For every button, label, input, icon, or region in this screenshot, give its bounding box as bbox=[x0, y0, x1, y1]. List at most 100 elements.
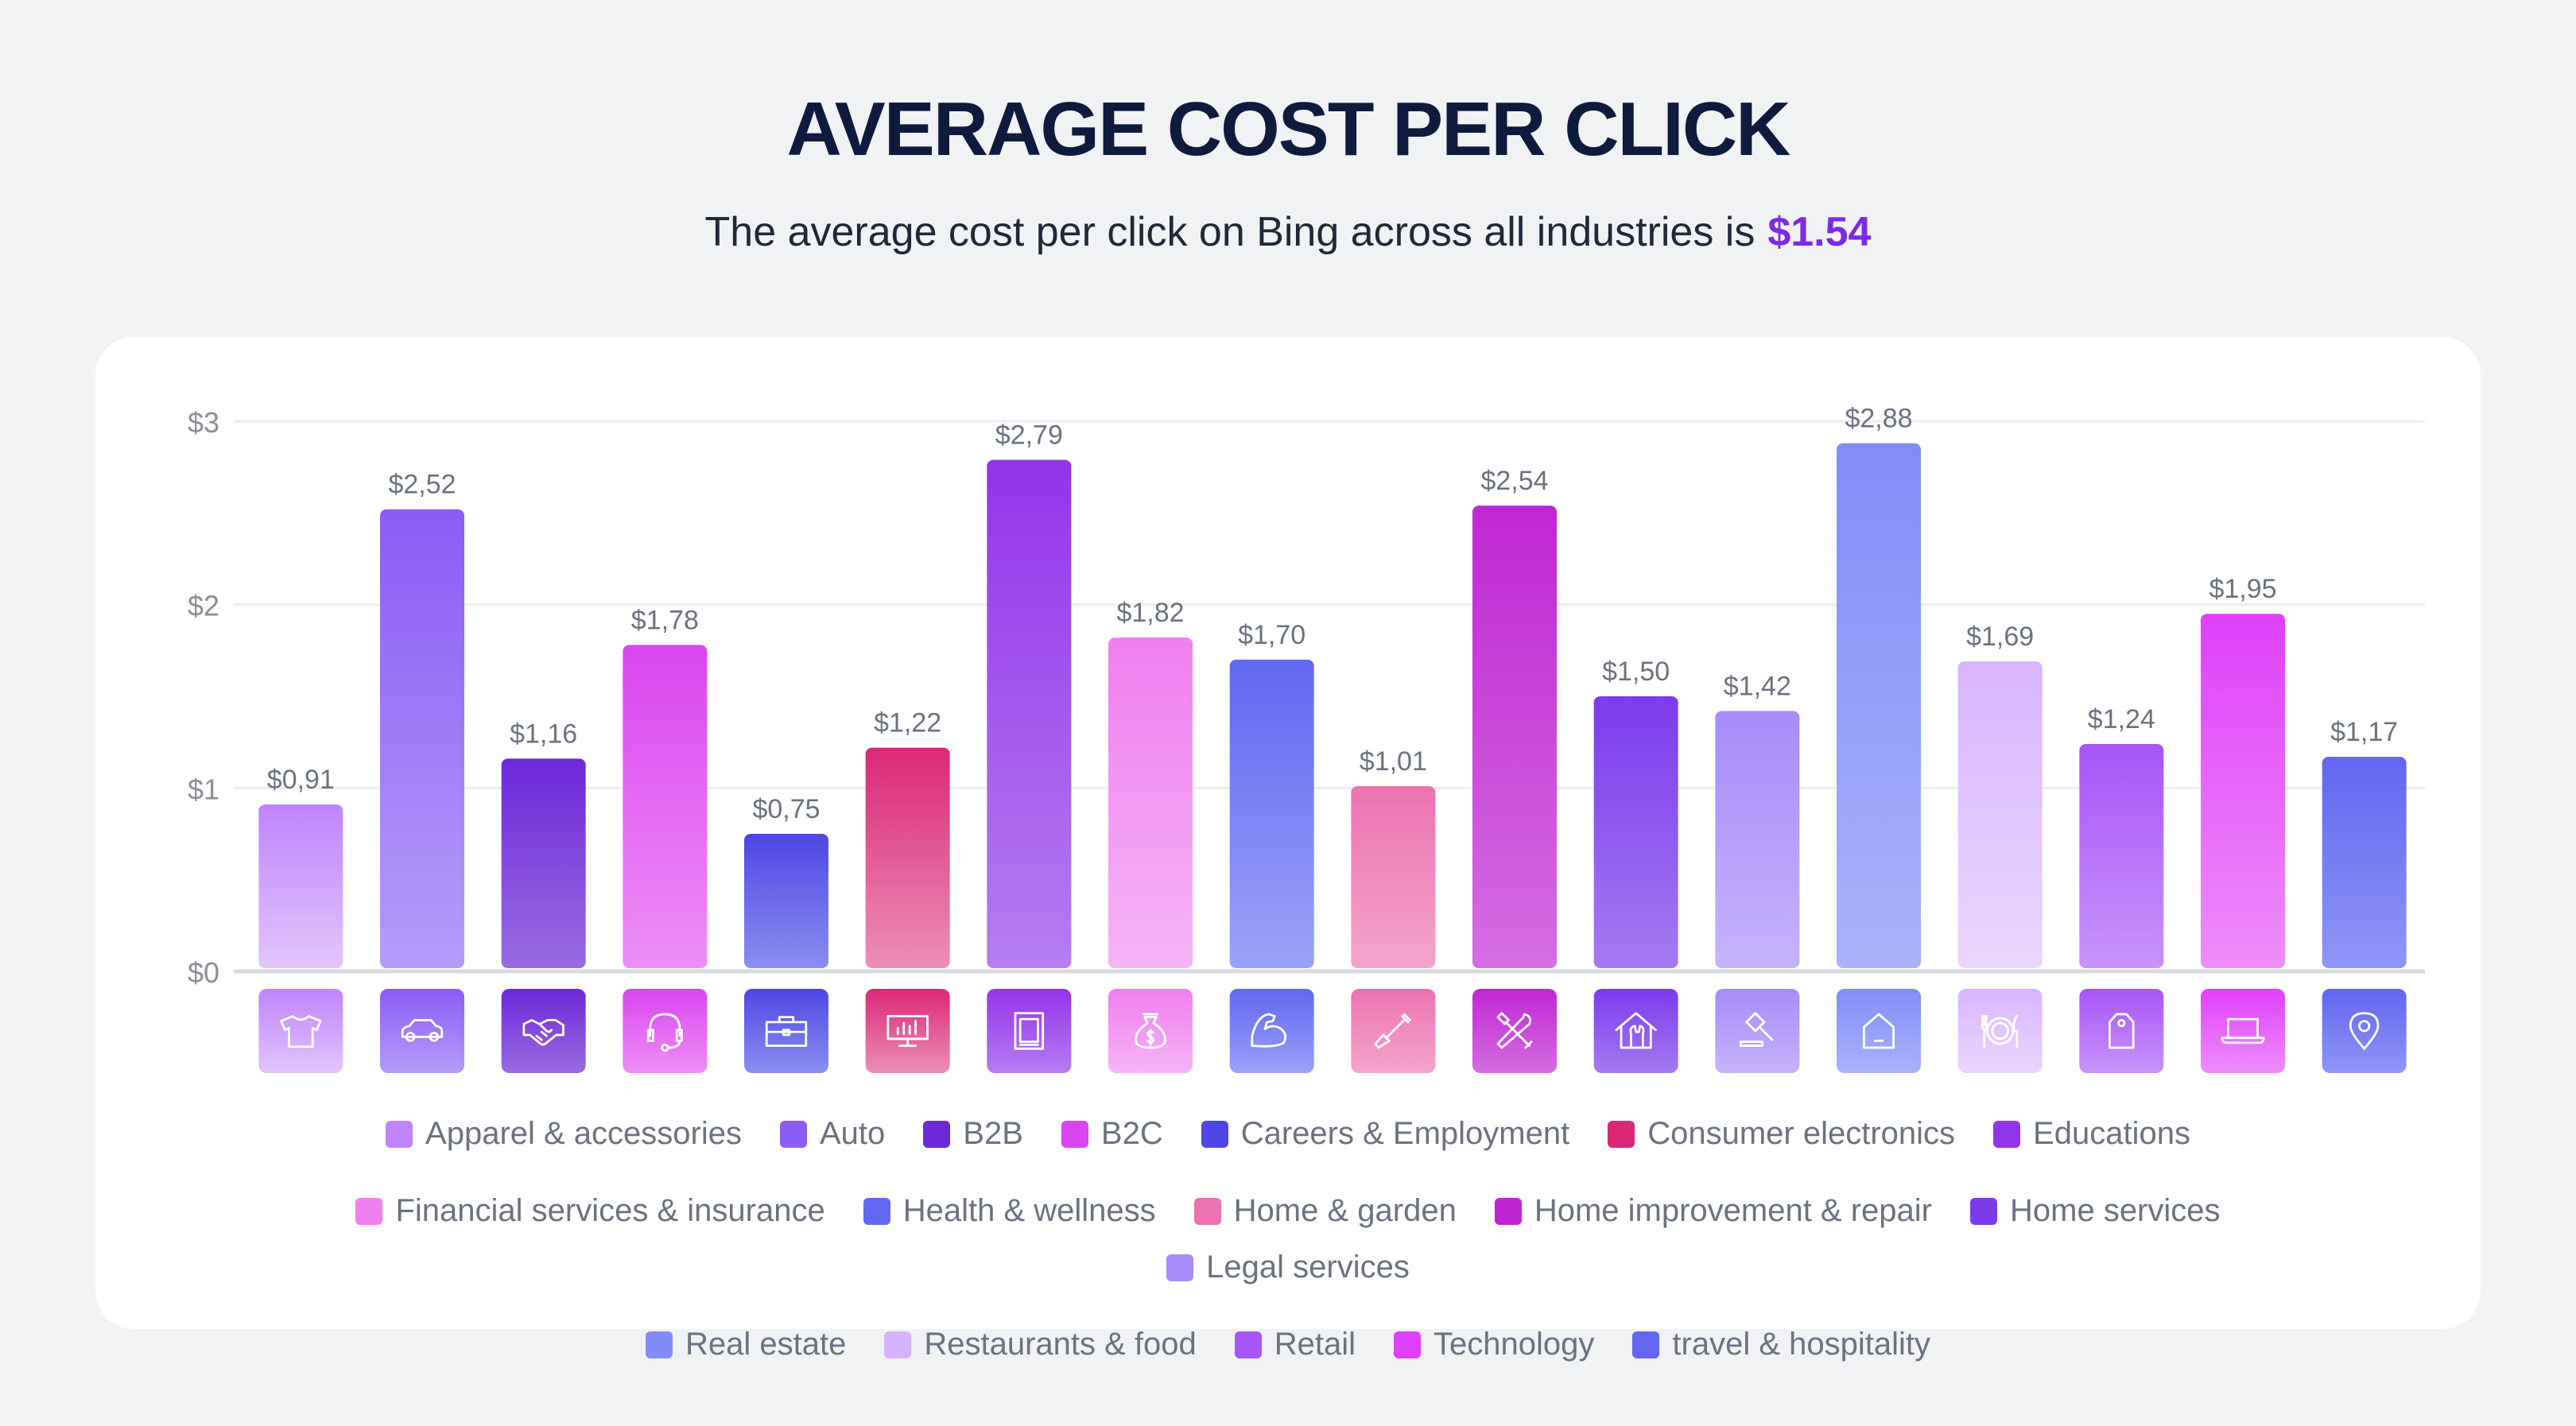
legend-swatch bbox=[1201, 1120, 1228, 1148]
bar[interactable] bbox=[2322, 757, 2407, 968]
legend-swatch bbox=[1970, 1197, 1997, 1225]
bar[interactable] bbox=[1837, 443, 1921, 968]
legend-item[interactable]: B2B bbox=[923, 1116, 1023, 1152]
legend-swatch bbox=[1608, 1120, 1635, 1148]
bar[interactable] bbox=[1957, 661, 2043, 968]
bar[interactable] bbox=[865, 747, 950, 968]
category-icon-tile bbox=[501, 989, 586, 1073]
legend-item[interactable]: Technology bbox=[1394, 1327, 1594, 1362]
legend-label: Home services bbox=[2010, 1193, 2221, 1228]
category-icon-tile bbox=[380, 989, 464, 1073]
y-tick-label: $0 bbox=[188, 956, 219, 989]
bar[interactable] bbox=[1108, 637, 1193, 968]
category-icon-tile bbox=[2201, 989, 2285, 1073]
data-label: $2,79 bbox=[995, 420, 1063, 450]
tshirt-icon bbox=[280, 1015, 322, 1048]
legend-item[interactable]: Home services bbox=[1970, 1193, 2221, 1229]
legend-label: B2B bbox=[963, 1116, 1023, 1151]
laptop-icon bbox=[2221, 1017, 2265, 1044]
category-icon-tile bbox=[258, 989, 343, 1073]
data-label: $1,50 bbox=[1602, 657, 1670, 687]
legend-item[interactable]: Auto bbox=[780, 1116, 885, 1152]
bar[interactable] bbox=[1715, 711, 1800, 968]
chart-title: AVERAGE COST PER CLICK bbox=[786, 87, 1791, 172]
category-icon-tile bbox=[1715, 989, 1800, 1073]
y-tick-label: $3 bbox=[188, 406, 219, 439]
legend-label: Educations bbox=[2033, 1116, 2190, 1151]
data-label: $1,70 bbox=[1238, 620, 1305, 650]
data-label: $1,01 bbox=[1360, 746, 1427, 777]
legend-label: Home improvement & repair bbox=[1534, 1193, 1932, 1228]
legend-label: Apparel & accessories bbox=[425, 1116, 742, 1151]
legend-item[interactable]: Home improvement & repair bbox=[1494, 1193, 1932, 1229]
legend-item[interactable]: Restaurants & food bbox=[884, 1327, 1197, 1362]
bar[interactable] bbox=[380, 509, 464, 968]
bar[interactable] bbox=[2201, 614, 2285, 968]
data-label: $1,95 bbox=[2209, 574, 2276, 604]
bar[interactable] bbox=[987, 459, 1072, 968]
headset-icon bbox=[646, 1013, 683, 1052]
legend-item[interactable]: Retail bbox=[1234, 1327, 1356, 1362]
category-icon-tile bbox=[1229, 989, 1314, 1073]
legend-swatch bbox=[1394, 1331, 1422, 1358]
data-label: $2,52 bbox=[388, 470, 456, 500]
gavel-icon bbox=[1739, 1012, 1774, 1047]
category-icon-tile bbox=[987, 989, 1072, 1073]
legend-item[interactable]: Health & wellness bbox=[863, 1193, 1156, 1229]
legend-swatch bbox=[386, 1120, 413, 1148]
category-icon-tile bbox=[623, 989, 708, 1073]
bar[interactable] bbox=[1351, 786, 1436, 968]
data-label: $1,82 bbox=[1116, 598, 1184, 628]
legend-swatch bbox=[1061, 1120, 1088, 1148]
bar[interactable] bbox=[501, 758, 586, 968]
bar[interactable] bbox=[2079, 743, 2164, 968]
data-label: $0,91 bbox=[267, 765, 335, 795]
legend-item[interactable]: Home & garden bbox=[1193, 1193, 1457, 1229]
legend-item[interactable]: Real estate bbox=[646, 1327, 846, 1362]
legend-item[interactable]: travel & hospitality bbox=[1632, 1327, 1930, 1362]
y-tick-label: $1 bbox=[188, 773, 219, 805]
legend-item[interactable]: Careers & Employment bbox=[1201, 1116, 1569, 1152]
category-icon-tile bbox=[2079, 989, 2164, 1073]
bar[interactable] bbox=[1472, 506, 1557, 968]
legend-label: Home & garden bbox=[1233, 1193, 1457, 1228]
legend-label: Auto bbox=[820, 1116, 886, 1151]
legend-label: Health & wellness bbox=[902, 1193, 1156, 1228]
house-icon bbox=[1863, 1013, 1895, 1049]
legend-label: Restaurants & food bbox=[924, 1327, 1197, 1362]
bar[interactable] bbox=[1593, 696, 1678, 968]
legend-label: Careers & Employment bbox=[1240, 1116, 1570, 1151]
bar-chart: $0 $1 $2 $3 $0,91 $2,52 $1,16 $1,78 $0,75 $1,22 $2… bbox=[188, 404, 2425, 1073]
legend-swatch bbox=[1193, 1197, 1221, 1225]
house-wrench-icon bbox=[1615, 1012, 1657, 1049]
legend-swatch bbox=[1234, 1331, 1262, 1358]
price-tag-icon bbox=[2109, 1013, 2135, 1049]
legend-item[interactable]: B2C bbox=[1061, 1116, 1163, 1152]
y-tick-label: $2 bbox=[188, 590, 219, 622]
legend-item[interactable]: Legal services bbox=[1166, 1250, 1410, 1285]
bar[interactable] bbox=[744, 834, 828, 968]
data-label: $1,22 bbox=[874, 708, 941, 738]
legend-item[interactable]: Educations bbox=[1993, 1116, 2190, 1152]
legend-item[interactable]: Consumer electronics bbox=[1608, 1116, 1955, 1152]
legend-item[interactable]: Financial services & insurance bbox=[355, 1193, 825, 1229]
legend-swatch bbox=[1166, 1254, 1194, 1281]
legend-swatch bbox=[646, 1331, 673, 1358]
chart-card: $0 $1 $2 $3 $0,91 $2,52 $1,16 $1,78 $0,75 $1,22 $2… bbox=[95, 337, 2481, 1362]
category-icon-tile bbox=[1957, 989, 2043, 1073]
briefcase-icon bbox=[765, 1016, 808, 1047]
data-label: $2,54 bbox=[1480, 466, 1548, 496]
average-cpc-value: $1.54 bbox=[1767, 209, 1872, 255]
legend-swatch bbox=[863, 1197, 890, 1225]
bar[interactable] bbox=[623, 645, 708, 968]
legend-label: B2C bbox=[1100, 1116, 1163, 1151]
bar[interactable] bbox=[258, 804, 343, 968]
category-icon-tile bbox=[865, 989, 950, 1073]
money-bag-icon bbox=[1135, 1013, 1166, 1049]
bar[interactable] bbox=[1229, 659, 1314, 968]
legend-item[interactable]: Apparel & accessories bbox=[386, 1116, 742, 1152]
subtitle-text: The average cost per click on Bing acros… bbox=[704, 209, 1755, 255]
legend-swatch bbox=[884, 1331, 912, 1358]
category-icon-tile bbox=[1837, 989, 1921, 1073]
legend-swatch bbox=[1993, 1120, 2021, 1148]
